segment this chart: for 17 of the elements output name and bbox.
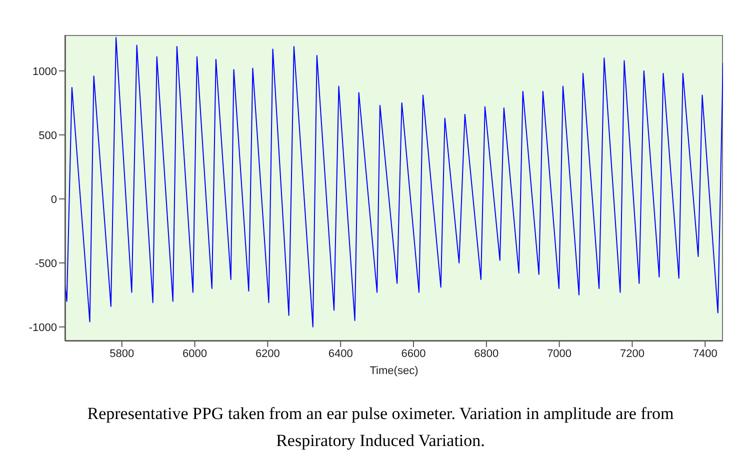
x-axis-title: Time(sec) [370,365,418,377]
x-tick-label: 6400 [328,348,353,360]
text: Representative PPG taken from an ear pulse oximeter. Variation in amplitude are from Respiratory Induced Variation. [86,403,675,452]
x-tick-label: 5800 [110,348,134,360]
x-tick-label: 7400 [692,348,718,360]
y-tick-label: -500 [34,258,57,270]
y-tick-label: -1000 [28,322,57,334]
x-tick-label: 6800 [474,348,499,360]
x-tick-label: 6000 [182,348,208,360]
y-tick-label: 500 [38,130,57,142]
x-tick-label: 6600 [401,348,426,360]
x-tick-label: 7000 [547,348,572,360]
y-tick-label: 1000 [32,66,57,78]
x-tick-label: 7200 [620,348,644,360]
x-tick-label: 6200 [255,348,280,360]
y-tick-label: 0 [50,194,57,206]
line-series [65,37,723,328]
